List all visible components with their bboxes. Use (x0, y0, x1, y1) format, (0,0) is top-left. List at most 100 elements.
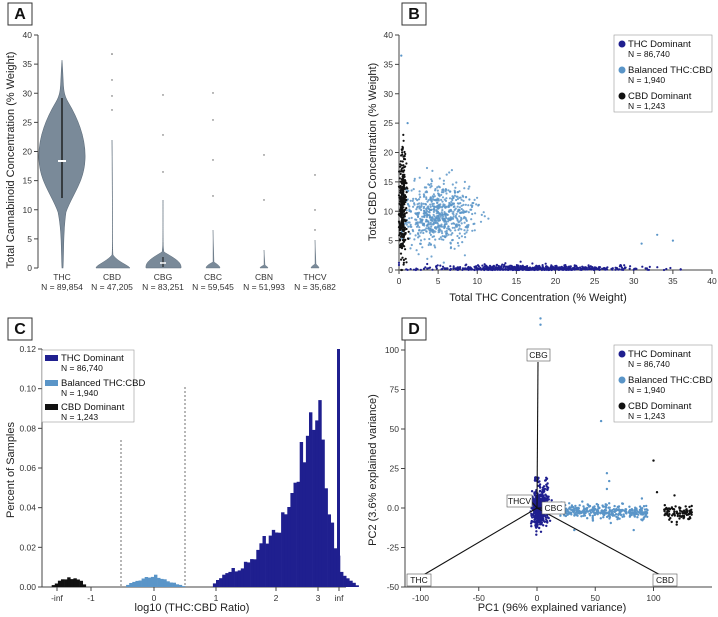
point-balanced (455, 217, 458, 220)
point-thc-dominant (397, 263, 401, 267)
hist-bar-thc (240, 568, 245, 587)
point-thc-dominant (584, 266, 587, 269)
point-balanced (436, 210, 439, 213)
point-thc-dominant (562, 267, 565, 270)
point-balanced (419, 196, 422, 199)
point-balanced (479, 220, 483, 223)
point-balanced (482, 211, 485, 214)
point-balanced (423, 228, 426, 231)
point-cbd-dominant (402, 258, 405, 262)
point-balanced (463, 254, 466, 257)
hist-bar-balanced (135, 580, 139, 587)
point-balanced (417, 236, 420, 239)
point-thc-dominant (588, 266, 591, 269)
a-yticks-label: 5 (27, 234, 32, 244)
point-balanced (458, 209, 461, 212)
point-balanced (427, 183, 430, 186)
point-cbd-dominant (403, 169, 406, 172)
legend-c-balanced-marker (45, 380, 58, 386)
point-thc-dominant (476, 264, 480, 267)
pc-point-thc-dominant (535, 512, 538, 515)
point-balanced (458, 196, 461, 199)
point-balanced (453, 247, 456, 250)
point-balanced (458, 220, 461, 223)
hist-bar-cbd (57, 580, 62, 587)
point-balanced (442, 182, 445, 185)
pc-point-thc-dominant (535, 526, 538, 529)
hist-bar-thc (250, 559, 254, 587)
point-balanced (410, 243, 413, 247)
panel-d-ylabel: PC2 (3.6% explained variance) (367, 394, 379, 546)
a-cat-cbc: CBC (204, 272, 222, 282)
b-yticks-label: 35 (384, 59, 394, 69)
point-thc-dominant (517, 264, 520, 267)
point-cbd-dominant (399, 172, 402, 176)
point-balanced (433, 215, 436, 218)
point-cbd-dominant (402, 174, 405, 177)
pc-point-cbd-dominant (673, 494, 676, 497)
legend-b-balanced-marker (618, 66, 626, 74)
point-balanced (448, 228, 451, 231)
panel-b-letter: B (408, 6, 420, 23)
hist-bar-thc (302, 462, 307, 587)
point-balanced (431, 235, 434, 238)
hist-bar-thc (324, 488, 328, 587)
d-xticks-label: -50 (473, 593, 486, 603)
point-balanced (410, 216, 413, 219)
pc-point-thc-dominant (538, 526, 541, 530)
pc-point-balanced (578, 504, 581, 507)
pc-point-balanced (596, 508, 599, 511)
point-balanced (428, 229, 431, 232)
pc-point-cbd-dominant (679, 506, 682, 510)
point-balanced (463, 221, 466, 224)
pc-point-cbd-dominant (688, 516, 692, 519)
point-balanced (430, 223, 433, 226)
point-thc-dominant (591, 266, 594, 269)
point-balanced (441, 209, 444, 212)
point-cbd-dominant (405, 162, 408, 165)
pc-point-cbd-dominant (674, 505, 677, 508)
point-balanced (460, 204, 463, 207)
violin-cbd (95, 139, 131, 269)
pc-point-balanced (574, 504, 577, 508)
b-yticks-label: 30 (384, 89, 394, 99)
point-balanced (419, 231, 422, 234)
point-thc-dominant (504, 265, 507, 268)
panel-d-letter: D (408, 321, 420, 338)
loading-box-cbg (526, 348, 551, 362)
point-thc-dominant (489, 267, 493, 270)
point-cbd-dominant (406, 187, 409, 190)
point-balanced (425, 166, 429, 170)
panel-c-x-ticks: -inf -1 0 1 2 3 inf (51, 587, 344, 603)
point-thc-dominant (479, 268, 482, 271)
hist-bar-balanced (178, 584, 183, 587)
loading-label-thcv: THCV (508, 496, 531, 506)
pc-point-balanced (629, 513, 633, 516)
legend-b-cbd-n: N = 1,243 (628, 101, 665, 111)
point-balanced (467, 187, 470, 190)
point-balanced (450, 210, 453, 213)
point-balanced (427, 210, 430, 213)
point-balanced (409, 199, 412, 202)
point-thc-dominant (452, 267, 455, 270)
point-balanced (464, 203, 467, 206)
point-balanced (458, 227, 461, 230)
point-balanced (428, 215, 431, 218)
hist-bar-cbd (76, 579, 80, 587)
point-cbd-dominant (397, 194, 401, 197)
point-thc-dominant (457, 268, 460, 271)
point-balanced (436, 189, 439, 192)
hist-bar-thc (315, 420, 319, 587)
point-balanced (445, 232, 448, 235)
point-balanced (416, 205, 419, 208)
pc-point-balanced (608, 517, 611, 520)
point-cbd-dominant (398, 214, 402, 217)
point-thc-dominant (616, 267, 619, 270)
point-balanced (450, 200, 453, 203)
point-cbd-dominant (399, 198, 402, 201)
pc-point-thc-dominant (542, 485, 546, 488)
point-thc-dominant (679, 268, 682, 271)
point-thc-dominant (587, 264, 590, 267)
legend-d-cbd-marker (618, 402, 626, 410)
b-yticks-label: 5 (388, 236, 393, 246)
